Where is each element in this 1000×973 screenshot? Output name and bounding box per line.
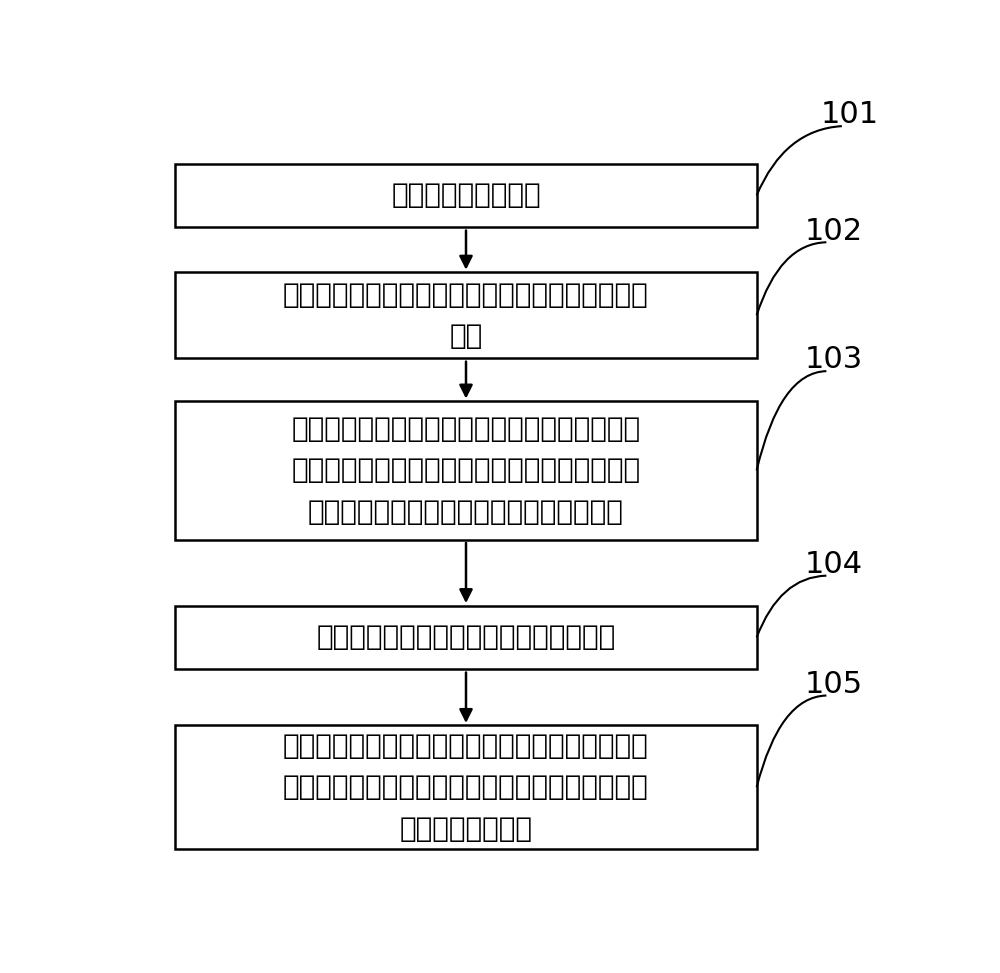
Text: 根据所述激光修复路径、所述修复模式以及所述最
佳工艺参数，通过激光清洗及修复系统对所述待修
复件进行清洗修复: 根据所述激光修复路径、所述修复模式以及所述最 佳工艺参数，通过激光清洗及修复系统… (283, 732, 649, 843)
Text: 101: 101 (821, 100, 879, 129)
FancyBboxPatch shape (175, 163, 757, 228)
Text: 104: 104 (805, 550, 863, 579)
Text: 确定激光清洗及修复系统的最佳工艺参数: 确定激光清洗及修复系统的最佳工艺参数 (316, 624, 616, 652)
Text: 根据所述待修复件的性质确定所述待修复件的表面
状态: 根据所述待修复件的性质确定所述待修复件的表面 状态 (283, 280, 649, 350)
Text: 105: 105 (805, 669, 863, 699)
FancyBboxPatch shape (175, 401, 757, 540)
FancyBboxPatch shape (175, 272, 757, 358)
Text: 102: 102 (805, 217, 863, 245)
Text: 103: 103 (805, 345, 863, 375)
FancyBboxPatch shape (175, 726, 757, 849)
Text: 确定待修复件的性质: 确定待修复件的性质 (391, 181, 541, 209)
Text: 根据所述表面状态确定激光修复路径以及修复模
式；所述修复模式包括多源激光多通道耦合同时
并行作业以及多源激光多通道耦合分步作业: 根据所述表面状态确定激光修复路径以及修复模 式；所述修复模式包括多源激光多通道耦… (291, 415, 641, 525)
FancyBboxPatch shape (175, 605, 757, 669)
